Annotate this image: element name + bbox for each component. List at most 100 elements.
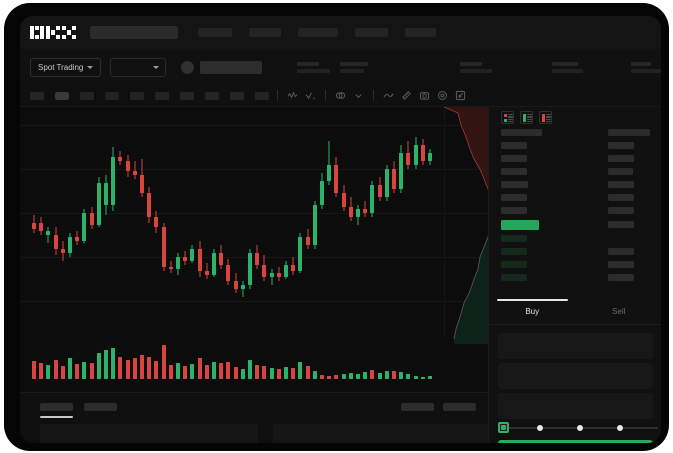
market-sub-header: Spot Trading: [20, 49, 661, 85]
indicator-check-icon[interactable]: [304, 89, 317, 102]
order-book-ask-amount[interactable]: [608, 207, 634, 214]
fullscreen-icon[interactable]: [454, 89, 467, 102]
order-book-ask-amount[interactable]: [608, 194, 634, 201]
okx-logo[interactable]: [30, 25, 76, 40]
camera-icon[interactable]: [418, 89, 431, 102]
nav-item-5[interactable]: [405, 28, 436, 37]
order-book-bid-amount[interactable]: [608, 248, 634, 255]
candle: [399, 107, 404, 344]
candle: [240, 107, 245, 344]
candle: [161, 107, 166, 344]
order-book-rows[interactable]: [489, 129, 661, 294]
candle-body: [96, 183, 101, 225]
compare-icon[interactable]: [334, 89, 347, 102]
timeframe-button-4[interactable]: [130, 91, 144, 100]
toolbar-divider: [373, 90, 374, 101]
timeframe-button-0[interactable]: [30, 91, 44, 100]
order-book-ask-row[interactable]: [501, 142, 527, 149]
orderbook-mode-asks-icon[interactable]: [539, 111, 552, 124]
volume-bar: [276, 369, 281, 379]
tab-buy[interactable]: Buy: [489, 299, 576, 324]
candle: [204, 107, 209, 344]
order-book-header-left[interactable]: [501, 129, 542, 136]
line-chart-icon[interactable]: [382, 89, 395, 102]
slider-stop-50[interactable]: [577, 424, 583, 431]
tab-order-history[interactable]: [84, 403, 117, 411]
candle: [53, 107, 58, 344]
candle: [305, 107, 310, 344]
order-book-bid-row[interactable]: [501, 235, 527, 242]
trading-pair-selector[interactable]: [110, 57, 166, 77]
action-1[interactable]: [401, 403, 434, 411]
timeframe-button-7[interactable]: [205, 91, 219, 100]
price-field[interactable]: [498, 333, 653, 359]
tab-open-orders[interactable]: [40, 403, 73, 411]
timeframe-button-8[interactable]: [230, 91, 244, 100]
slider-stop-75[interactable]: [617, 424, 623, 431]
candle-body: [46, 231, 51, 235]
nav-item-3[interactable]: [298, 28, 338, 37]
last-price: [200, 60, 262, 74]
order-book-ask-row[interactable]: [501, 181, 528, 188]
timeframe-button-3[interactable]: [105, 91, 119, 100]
order-book-ask-row[interactable]: [501, 168, 527, 175]
order-book-bid-row[interactable]: [501, 261, 527, 268]
order-book-bid-row[interactable]: [501, 248, 527, 255]
volume-bar: [399, 372, 404, 379]
candle: [413, 107, 418, 344]
order-book-ask-row[interactable]: [501, 155, 527, 162]
amount-slider[interactable]: [498, 422, 658, 434]
order-book-bid-amount[interactable]: [608, 274, 634, 281]
candle-body: [32, 223, 36, 229]
nav-item-4[interactable]: [355, 28, 388, 37]
volume-bar: [60, 366, 65, 379]
timeframe-button-2[interactable]: [80, 91, 94, 100]
submit-buy-button[interactable]: [498, 440, 653, 443]
order-book-mid-amount[interactable]: [608, 221, 634, 228]
settings-icon[interactable]: [436, 89, 449, 102]
timeframe-button-9[interactable]: [255, 91, 269, 100]
search-input[interactable]: [90, 26, 178, 39]
order-book-bid-row[interactable]: [501, 274, 527, 281]
order-book-ask-amount[interactable]: [608, 181, 634, 188]
timeframe-button-6[interactable]: [180, 91, 194, 100]
candle: [125, 107, 130, 344]
market-type-dropdown[interactable]: Spot Trading: [30, 57, 102, 77]
slider-stop-25[interactable]: [537, 424, 543, 431]
order-book-ask-amount[interactable]: [608, 142, 634, 149]
order-book-header-right[interactable]: [608, 129, 650, 136]
order-book-ask-amount[interactable]: [608, 155, 634, 162]
volume-bar: [312, 370, 317, 379]
candle-body: [363, 209, 368, 213]
indicator-wave-icon[interactable]: [286, 89, 299, 102]
stat-5: [631, 61, 661, 73]
orderbook-mode-bids-icon[interactable]: [520, 111, 533, 124]
timeframe-button-5[interactable]: [155, 91, 169, 100]
order-book-ask-row[interactable]: [501, 194, 527, 201]
volume-bar: [348, 373, 353, 379]
depth-ask-line: [444, 107, 488, 190]
toolbar-divider: [325, 90, 326, 101]
slider-handle[interactable]: [498, 422, 509, 433]
orderbook-mode-both-icon[interactable]: [501, 111, 514, 124]
candle-body: [204, 271, 209, 275]
volume-bar: [219, 363, 224, 379]
timeframe-button-1[interactable]: [55, 91, 69, 100]
order-book-current-price[interactable]: [501, 220, 539, 230]
amount-field[interactable]: [498, 363, 653, 389]
action-2[interactable]: [443, 403, 476, 411]
nav-item-1[interactable]: [198, 28, 232, 37]
chevron-down-icon[interactable]: [352, 89, 365, 102]
price-chart[interactable]: [20, 107, 488, 392]
nav-item-2[interactable]: [249, 28, 281, 37]
tab-sell[interactable]: Sell: [576, 299, 662, 324]
order-book-ask-row[interactable]: [501, 207, 527, 214]
candle-body: [291, 265, 296, 271]
candle: [197, 107, 202, 344]
total-field[interactable]: [498, 393, 653, 419]
ruler-icon[interactable]: [400, 89, 413, 102]
stat-label: [631, 61, 651, 66]
order-book-ask-amount[interactable]: [608, 168, 633, 175]
order-book-bid-amount[interactable]: [608, 261, 634, 268]
candle: [212, 107, 216, 344]
